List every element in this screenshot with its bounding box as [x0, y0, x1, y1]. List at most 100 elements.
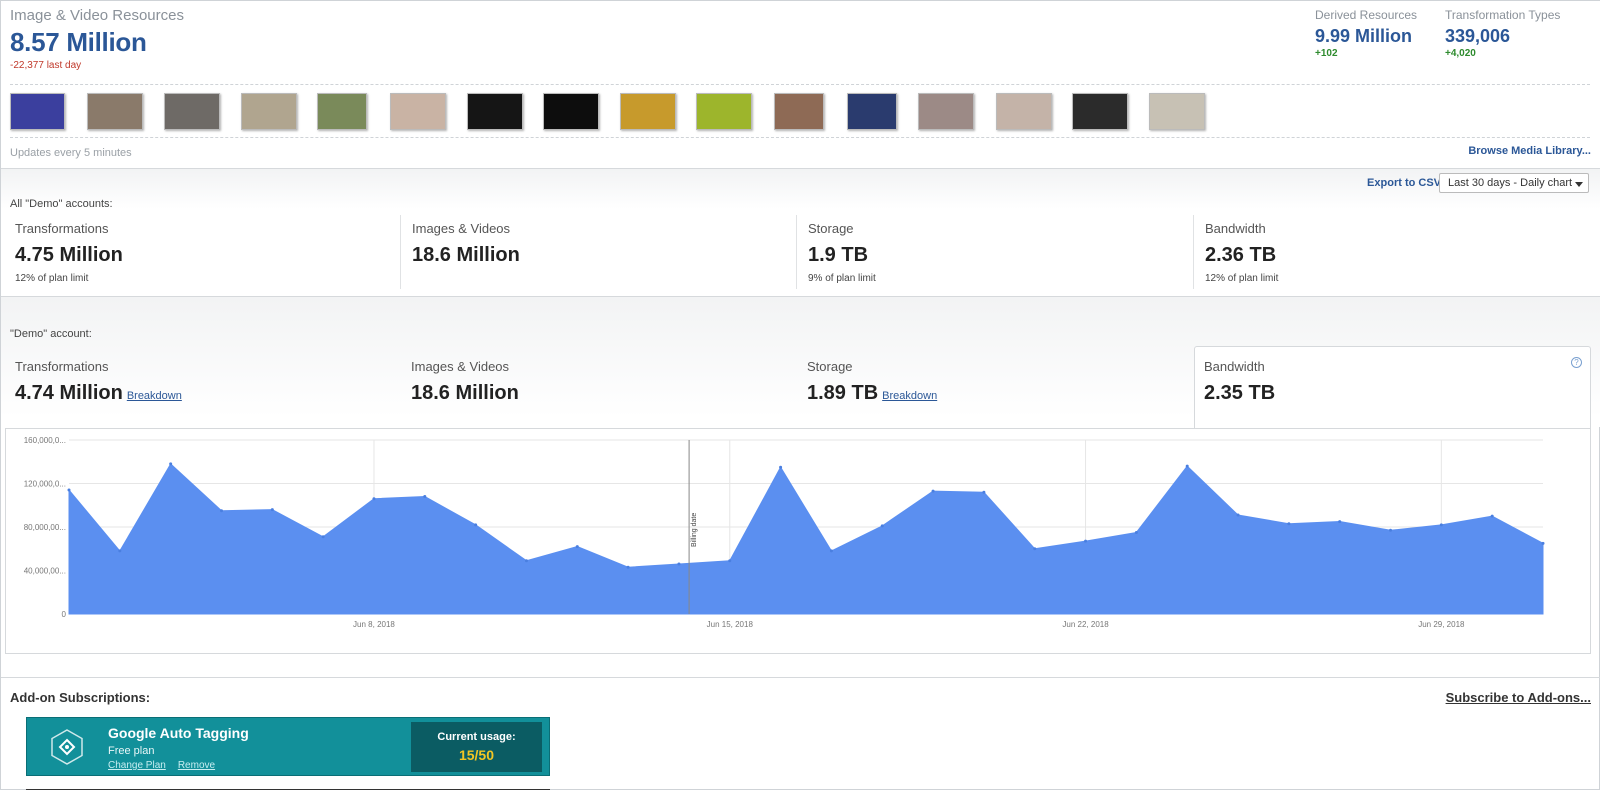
data-point[interactable] [118, 549, 122, 553]
data-point[interactable] [219, 509, 223, 513]
subscribe-addons-link[interactable]: Subscribe to Add-ons... [1445, 690, 1591, 705]
tag-icon [51, 729, 83, 765]
usage-box: Current usage: 15/50 [411, 722, 542, 772]
date-range-select[interactable]: Last 30 days - Daily chart [1439, 173, 1589, 193]
data-point[interactable] [1134, 530, 1138, 534]
metric-value: 1.9 TB [808, 244, 869, 266]
tab-bandwidth-active[interactable]: ? [1194, 346, 1591, 428]
addon-name: Google Auto Tagging [108, 725, 249, 741]
thumb-11[interactable] [774, 93, 824, 130]
data-point[interactable] [1236, 513, 1240, 517]
thumb-4[interactable] [241, 93, 297, 130]
thumb-13[interactable] [918, 93, 974, 130]
metric-label: Bandwidth [1205, 221, 1266, 236]
metric-label: Storage [808, 221, 854, 236]
metric-value: 18.6 Million [412, 244, 520, 266]
derived-resources-delta: +102 [1315, 48, 1338, 59]
y-tick-label: 40,000,00... [24, 567, 66, 576]
data-point[interactable] [575, 545, 579, 549]
metric-value: 1.89 TB Breakdown [807, 382, 1203, 405]
all-bandwidth-metric: Bandwidth 2.36 TB 12% of plan limit [1193, 215, 1589, 289]
remove-addon-link[interactable]: Remove [177, 760, 216, 771]
addons-title: Add-on Subscriptions: [10, 690, 151, 705]
metric-sub: 12% of plan limit [15, 273, 89, 284]
thumb-8[interactable] [543, 93, 599, 130]
thumb-6[interactable] [390, 93, 446, 130]
all-accounts-section: Export to CSV Last 30 days - Daily chart… [1, 169, 1600, 297]
thumb-1[interactable] [10, 93, 65, 130]
data-point[interactable] [1541, 541, 1545, 545]
metric-label: Images & Videos [411, 359, 510, 374]
resources-header: Image & Video Resources 8.57 Million -22… [1, 1, 1600, 169]
data-point[interactable] [626, 565, 630, 569]
metric-value: 4.74 Million Breakdown [15, 382, 411, 405]
data-point[interactable] [372, 497, 376, 501]
bandwidth-area [68, 463, 1544, 615]
data-point[interactable] [1084, 539, 1088, 543]
data-point[interactable] [931, 489, 935, 493]
metric-value-text: 1.89 TB [807, 382, 879, 404]
data-point[interactable] [321, 535, 325, 539]
y-tick-label: 0 [62, 610, 67, 619]
browse-media-library-link[interactable]: Browse Media Library... [1468, 145, 1591, 157]
change-plan-link[interactable]: Change Plan [108, 760, 166, 771]
usage-value: 15/50 [458, 747, 495, 763]
help-icon[interactable]: ? [1571, 357, 1582, 368]
thumb-5[interactable] [317, 93, 367, 130]
data-point[interactable] [270, 508, 274, 512]
transformations-breakdown-link[interactable]: Breakdown [126, 390, 182, 402]
derived-resources-stat: Derived Resources 9.99 Million +102 [1315, 8, 1417, 59]
data-point[interactable] [779, 465, 783, 469]
all-images-metric: Images & Videos 18.6 Million [400, 215, 796, 289]
derived-resources-label: Derived Resources [1315, 8, 1418, 22]
thumb-16[interactable] [1149, 93, 1205, 130]
data-point[interactable] [880, 524, 884, 528]
metric-value: 4.75 Million [15, 244, 123, 266]
header-divider [10, 84, 1590, 85]
data-point[interactable] [1033, 547, 1037, 551]
thumb-3[interactable] [164, 93, 220, 130]
date-range-value: Last 30 days - Daily chart [1448, 177, 1573, 189]
resources-total: 8.57 Million [10, 27, 147, 57]
data-point[interactable] [474, 523, 478, 527]
thumb-12[interactable] [847, 93, 897, 130]
billing-date-label: Billing date [691, 513, 698, 547]
data-point[interactable] [1490, 514, 1494, 518]
tab-transformations[interactable]: Transformations 4.74 Million Breakdown [15, 359, 411, 433]
data-point[interactable] [829, 549, 833, 553]
data-point[interactable] [423, 495, 427, 499]
tab-storage[interactable]: Storage 1.89 TB Breakdown [807, 359, 1203, 433]
bandwidth-chart: 0 40,000,00... 80,000,00... 120,000,0... 160… [5, 428, 1591, 654]
addon-links: Change Plan Remove [108, 760, 227, 771]
data-point[interactable] [67, 488, 71, 492]
metric-sub: 12% of plan limit [1205, 273, 1279, 284]
data-point[interactable] [1338, 520, 1342, 524]
data-point[interactable] [169, 462, 173, 466]
metric-value: 18.6 Million [411, 382, 519, 404]
data-point[interactable] [677, 562, 681, 566]
addon-card-google-auto-tagging: Google Auto Tagging Free plan Change Pla… [26, 717, 550, 776]
thumb-7[interactable] [467, 93, 523, 130]
thumb-10[interactable] [696, 93, 752, 130]
data-point[interactable] [524, 559, 528, 563]
all-accounts-label: All "Demo" accounts: [10, 198, 113, 210]
data-point[interactable] [1287, 522, 1291, 526]
thumb-9[interactable] [620, 93, 676, 130]
x-tick-label: Jun 22, 2018 [1062, 620, 1109, 629]
thumb-14[interactable] [996, 93, 1052, 130]
resources-title: Image & Video Resources [10, 7, 184, 24]
tab-images-videos[interactable]: Images & Videos 18.6 Million [411, 359, 807, 433]
thumb-2[interactable] [87, 93, 143, 130]
thumb-15[interactable] [1072, 93, 1128, 130]
data-point[interactable] [728, 559, 732, 563]
export-csv-link[interactable]: Export to CSV [1367, 177, 1441, 189]
resources-delta: -22,377 last day [10, 60, 82, 71]
data-point[interactable] [1185, 464, 1189, 468]
data-point[interactable] [1439, 523, 1443, 527]
tab-bandwidth[interactable]: Bandwidth 2.35 TB [1204, 359, 1600, 433]
x-tick-label: Jun 15, 2018 [707, 620, 754, 629]
data-point[interactable] [982, 490, 986, 494]
data-point[interactable] [1389, 528, 1393, 532]
header-divider-2 [10, 137, 1590, 138]
storage-breakdown-link[interactable]: Breakdown [882, 390, 938, 402]
